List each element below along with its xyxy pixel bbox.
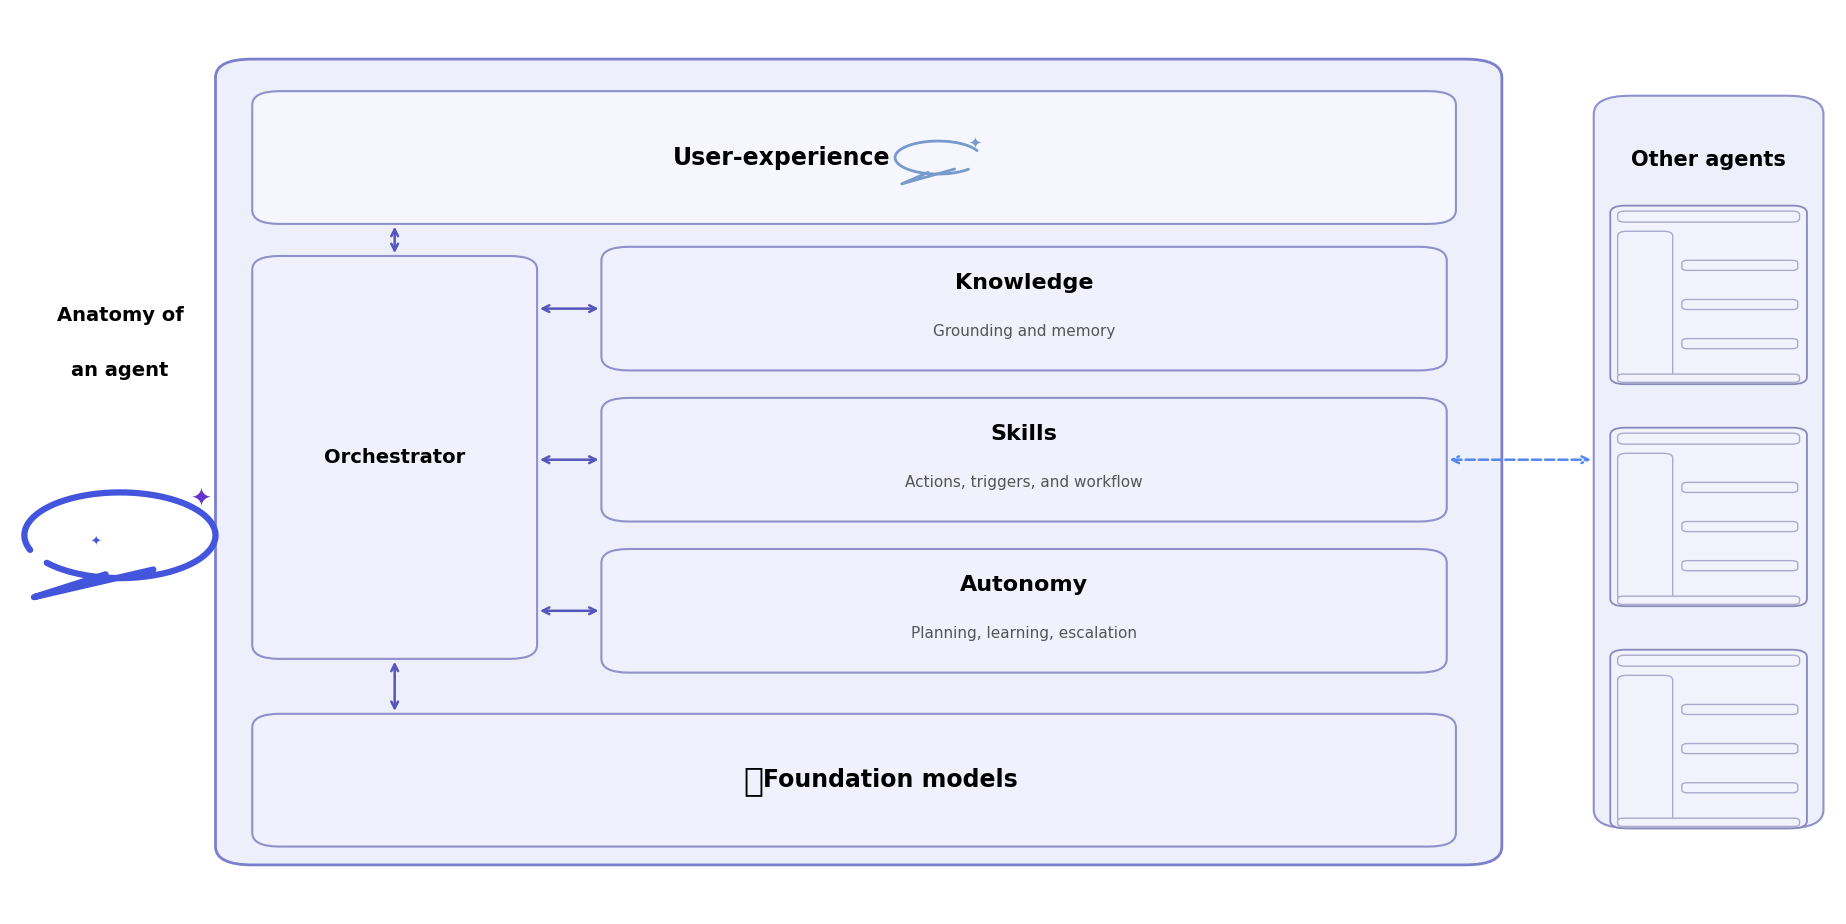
Text: Foundation models: Foundation models <box>764 768 1019 792</box>
Text: Skills: Skills <box>991 424 1058 444</box>
FancyBboxPatch shape <box>1682 299 1798 310</box>
FancyBboxPatch shape <box>1617 231 1672 378</box>
FancyBboxPatch shape <box>1617 655 1800 666</box>
FancyBboxPatch shape <box>1610 206 1807 384</box>
FancyBboxPatch shape <box>1617 818 1800 826</box>
Text: Orchestrator: Orchestrator <box>325 448 465 467</box>
FancyBboxPatch shape <box>1617 596 1800 604</box>
FancyBboxPatch shape <box>253 714 1456 846</box>
FancyBboxPatch shape <box>1682 783 1798 793</box>
Text: Actions, triggers, and workflow: Actions, triggers, and workflow <box>905 475 1143 490</box>
Text: ✦: ✦ <box>90 536 102 549</box>
Text: Planning, learning, escalation: Planning, learning, escalation <box>912 626 1137 641</box>
FancyBboxPatch shape <box>1682 521 1798 531</box>
Text: Autonomy: Autonomy <box>960 575 1087 595</box>
FancyBboxPatch shape <box>1593 96 1824 828</box>
Text: ✦: ✦ <box>967 135 980 151</box>
FancyBboxPatch shape <box>1682 704 1798 714</box>
Text: ✦: ✦ <box>190 488 212 512</box>
FancyBboxPatch shape <box>1682 338 1798 348</box>
Text: User-experience: User-experience <box>674 146 890 169</box>
FancyBboxPatch shape <box>1617 454 1672 600</box>
FancyBboxPatch shape <box>216 59 1503 865</box>
Text: an agent: an agent <box>72 361 168 380</box>
FancyBboxPatch shape <box>1617 211 1800 222</box>
Text: Knowledge: Knowledge <box>954 273 1093 293</box>
FancyBboxPatch shape <box>1610 428 1807 606</box>
Text: Anatomy of: Anatomy of <box>57 306 183 325</box>
FancyBboxPatch shape <box>253 256 537 659</box>
FancyBboxPatch shape <box>1682 482 1798 492</box>
FancyBboxPatch shape <box>1610 650 1807 828</box>
FancyBboxPatch shape <box>602 549 1447 673</box>
FancyBboxPatch shape <box>1682 261 1798 271</box>
FancyBboxPatch shape <box>1682 561 1798 571</box>
FancyBboxPatch shape <box>1617 675 1672 821</box>
Text: Other agents: Other agents <box>1632 150 1787 170</box>
FancyBboxPatch shape <box>602 247 1447 371</box>
FancyBboxPatch shape <box>1617 374 1800 383</box>
FancyBboxPatch shape <box>1682 744 1798 754</box>
Text: 🧠: 🧠 <box>744 764 762 796</box>
FancyBboxPatch shape <box>1617 433 1800 444</box>
FancyBboxPatch shape <box>253 91 1456 224</box>
FancyBboxPatch shape <box>602 398 1447 521</box>
Text: Grounding and memory: Grounding and memory <box>932 324 1115 339</box>
